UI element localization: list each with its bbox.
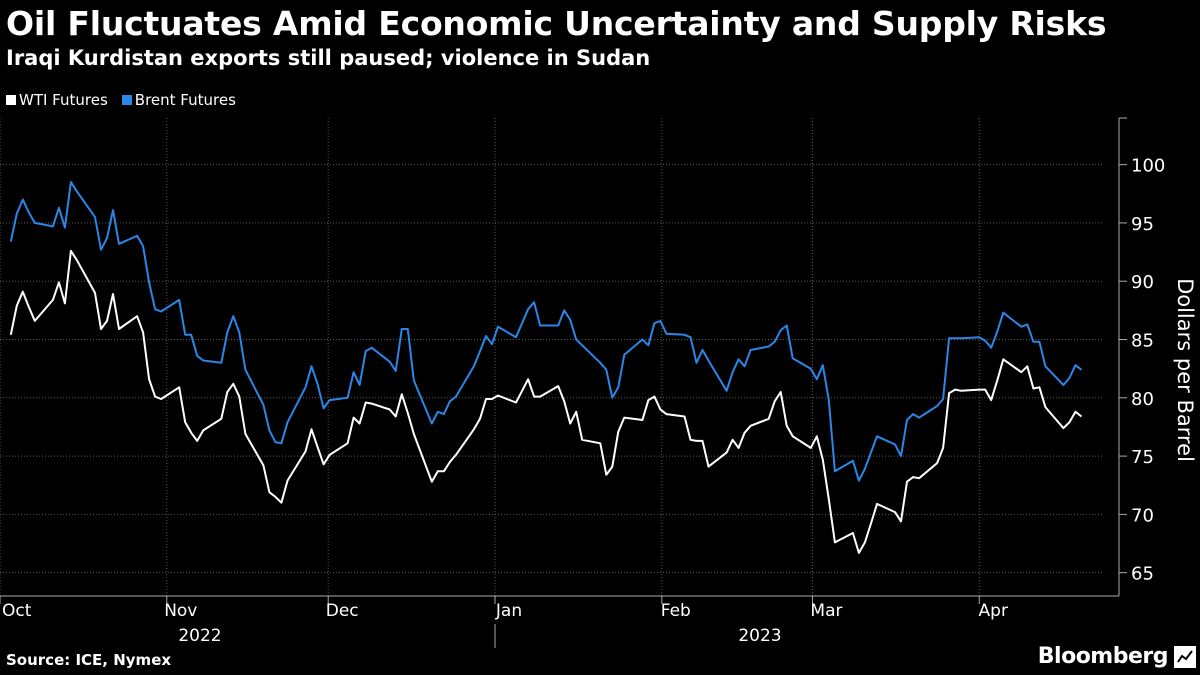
brand-logo: Bloomberg bbox=[1037, 644, 1169, 669]
chart-title: Oil Fluctuates Amid Economic Uncertainty… bbox=[6, 4, 1107, 43]
legend-swatch-brent bbox=[121, 95, 132, 105]
y-tick-label: 100 bbox=[1131, 156, 1165, 177]
legend-item-wti: WTI Futures bbox=[6, 91, 108, 109]
y-axis-label: Dollars per Barrel bbox=[1173, 278, 1197, 462]
x-tick-label: Feb bbox=[661, 601, 691, 621]
bloomberg-chart-icon bbox=[1174, 646, 1196, 668]
source-note: Source: ICE, Nymex bbox=[6, 651, 172, 669]
y-tick-label: 80 bbox=[1131, 389, 1154, 410]
x-tick-label: Oct bbox=[2, 601, 32, 621]
y-tick-label: 85 bbox=[1131, 331, 1154, 352]
x-tick-label: Nov bbox=[164, 601, 197, 621]
year-label-2022: 2022 bbox=[178, 626, 221, 646]
legend-label-wti: WTI Futures bbox=[19, 91, 108, 109]
x-tick-label: Jan bbox=[495, 601, 522, 621]
legend-item-brent: Brent Futures bbox=[121, 91, 236, 109]
series-line-brent bbox=[9, 181, 1083, 482]
chart-subtitle: Iraqi Kurdistan exports still paused; vi… bbox=[6, 46, 651, 70]
y-tick-label: 70 bbox=[1131, 505, 1154, 526]
x-tick-label: Dec bbox=[326, 601, 359, 621]
x-tick-label: Apr bbox=[979, 601, 1008, 621]
y-tick-label: 65 bbox=[1131, 564, 1154, 585]
y-tick-label: 75 bbox=[1131, 447, 1154, 468]
year-label-2023: 2023 bbox=[738, 626, 781, 646]
series-line-wti bbox=[9, 249, 1083, 554]
legend-swatch-wti bbox=[6, 95, 16, 105]
legend: WTI Futures Brent Futures bbox=[6, 91, 236, 109]
y-tick-label: 90 bbox=[1131, 272, 1154, 293]
y-tick-label: 95 bbox=[1131, 214, 1154, 235]
x-tick-label: Mar bbox=[810, 601, 842, 621]
legend-label-brent: Brent Futures bbox=[134, 91, 236, 109]
